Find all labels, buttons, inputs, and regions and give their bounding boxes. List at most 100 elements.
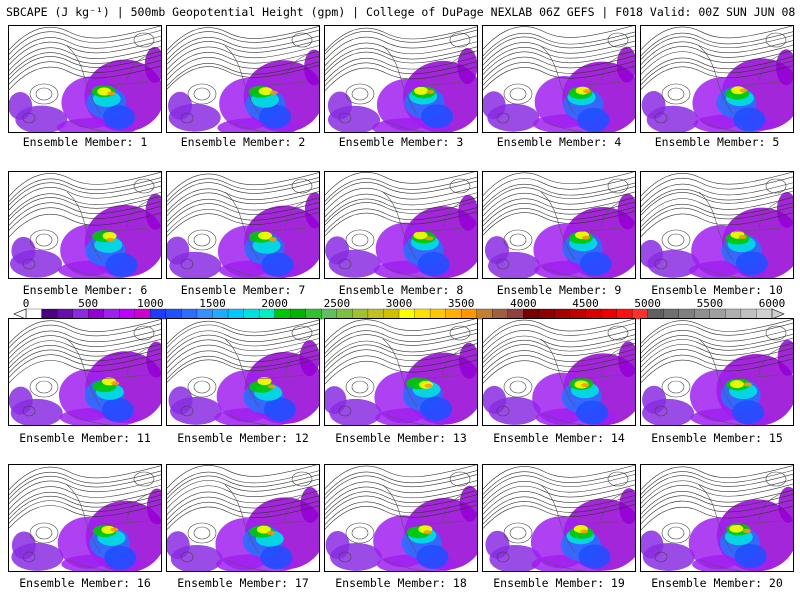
cape-shading-region bbox=[483, 91, 506, 120]
cape-shading-region bbox=[582, 89, 591, 94]
sbcape-height-map bbox=[325, 172, 477, 278]
cape-shading-region bbox=[104, 545, 137, 570]
cape-shading-region bbox=[580, 529, 589, 534]
height-contour bbox=[483, 60, 635, 86]
cape-shading-region bbox=[729, 524, 744, 533]
height-contour-closed bbox=[29, 229, 59, 251]
cape-shading-region bbox=[300, 487, 319, 524]
coastline bbox=[382, 338, 476, 425]
height-contour-closed bbox=[661, 83, 691, 105]
height-contour bbox=[167, 358, 319, 383]
height-contour bbox=[9, 319, 161, 344]
height-contour bbox=[641, 337, 793, 363]
height-contour-closed bbox=[351, 526, 369, 540]
coastline bbox=[540, 191, 634, 278]
height-contour bbox=[325, 319, 476, 343]
height-contour-closed bbox=[345, 229, 375, 251]
height-contour bbox=[483, 334, 635, 359]
height-contour-closed bbox=[29, 522, 59, 544]
height-contour bbox=[641, 182, 793, 207]
height-contour-closed bbox=[496, 405, 510, 417]
ensemble-map-panel bbox=[640, 464, 794, 572]
cape-shading-region bbox=[419, 397, 452, 422]
height-contour-closed bbox=[661, 522, 691, 544]
height-contour bbox=[9, 353, 161, 378]
height-contour bbox=[325, 66, 477, 91]
height-contour-closed bbox=[496, 551, 510, 563]
height-contour bbox=[9, 490, 161, 516]
ensemble-map-panel bbox=[324, 25, 478, 133]
cape-shading-region bbox=[327, 91, 352, 120]
coastline bbox=[382, 191, 476, 278]
height-contour bbox=[325, 197, 477, 222]
ensemble-map-panel bbox=[324, 171, 478, 279]
colorbar-tick-label: 6000 bbox=[758, 297, 786, 310]
cape-shading-region bbox=[641, 91, 666, 120]
cape-shading-region bbox=[167, 236, 190, 265]
colorbar-tick-label: 5500 bbox=[696, 297, 724, 310]
height-contour bbox=[641, 489, 793, 515]
height-contour-closed bbox=[338, 112, 352, 124]
height-contour bbox=[325, 494, 477, 519]
height-contour-closed bbox=[193, 233, 211, 247]
height-contour-closed bbox=[351, 87, 369, 101]
cape-shading-region bbox=[734, 544, 767, 569]
height-contour-closed bbox=[496, 112, 510, 124]
height-contour-closed bbox=[503, 83, 533, 105]
cape-shading-region bbox=[107, 91, 116, 96]
cape-shading-region bbox=[776, 49, 793, 86]
colorbar-min-arrow bbox=[13, 308, 27, 320]
ensemble-member-caption: Ensemble Member: 2 bbox=[180, 135, 306, 149]
cape-shading-region bbox=[733, 107, 766, 132]
height-contour-closed bbox=[654, 405, 668, 417]
cape-shading-region bbox=[641, 530, 664, 559]
sbcape-height-map bbox=[325, 465, 477, 571]
height-contour bbox=[167, 207, 319, 233]
height-contour bbox=[167, 495, 319, 520]
height-contour-closed bbox=[291, 178, 313, 194]
height-contour bbox=[641, 40, 793, 65]
cape-shading-region bbox=[11, 236, 36, 265]
height-contour-closed bbox=[22, 258, 36, 270]
cape-shading-region bbox=[459, 485, 477, 522]
height-contour bbox=[641, 202, 793, 228]
height-contour bbox=[9, 185, 161, 211]
sbcape-height-map bbox=[9, 319, 161, 425]
height-contour bbox=[325, 485, 477, 510]
height-contour-closed bbox=[193, 526, 211, 540]
height-contour bbox=[167, 354, 319, 380]
height-contour bbox=[9, 343, 161, 369]
height-contour-closed bbox=[509, 233, 527, 247]
height-contour bbox=[483, 55, 635, 80]
height-contour-closed bbox=[503, 376, 533, 398]
cape-shading-region bbox=[256, 525, 271, 534]
ensemble-member-caption: Ensemble Member: 15 bbox=[651, 431, 783, 445]
sbcape-height-map bbox=[167, 26, 319, 132]
height-contour bbox=[325, 465, 477, 489]
height-contour-closed bbox=[35, 87, 53, 101]
cape-shading-region bbox=[325, 236, 350, 265]
height-contour bbox=[167, 180, 319, 206]
coastline bbox=[224, 484, 318, 571]
ensemble-member-caption: Ensemble Member: 12 bbox=[177, 431, 309, 445]
cape-shading-region bbox=[735, 251, 768, 276]
height-contour-closed bbox=[503, 522, 533, 544]
height-contour bbox=[9, 60, 161, 85]
height-contour bbox=[167, 343, 319, 368]
height-contour bbox=[167, 212, 319, 237]
height-contour bbox=[9, 195, 161, 221]
height-contour bbox=[641, 56, 793, 81]
height-contour-closed bbox=[654, 551, 668, 563]
colorbar-tick-label: 4000 bbox=[510, 297, 537, 310]
height-contour bbox=[325, 480, 477, 505]
ensemble-member-caption: Ensemble Member: 11 bbox=[19, 431, 151, 445]
height-contour-closed bbox=[351, 380, 369, 394]
cape-shading-region bbox=[483, 385, 507, 414]
height-contour bbox=[9, 206, 161, 231]
colorbar-max-arrow bbox=[771, 308, 785, 320]
height-contour-closed bbox=[765, 32, 787, 48]
ensemble-map-panel bbox=[8, 318, 162, 426]
height-contour bbox=[9, 494, 161, 520]
colorbar-tick-label: 1500 bbox=[199, 297, 226, 310]
height-contour bbox=[483, 343, 635, 368]
